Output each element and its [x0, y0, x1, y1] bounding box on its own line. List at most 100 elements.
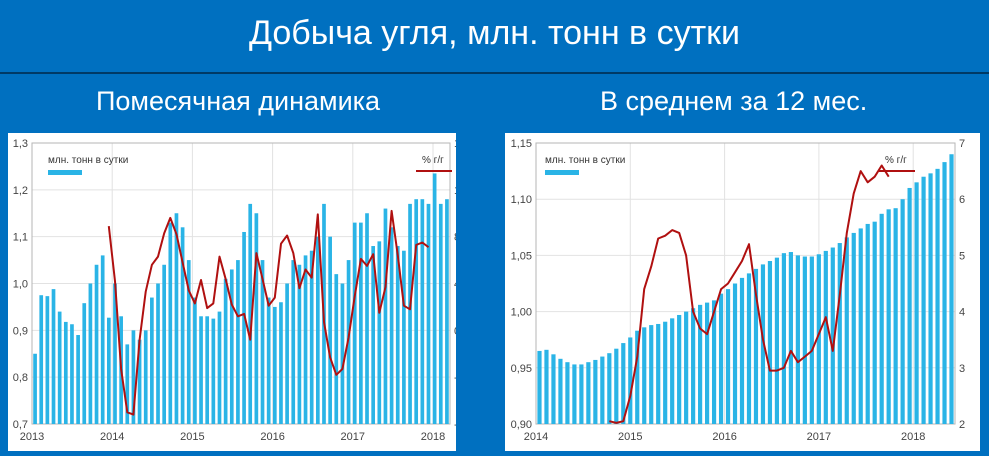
production-bar [677, 314, 682, 424]
legend-bars-swatch [48, 170, 82, 175]
production-bar [359, 222, 363, 424]
production-bar [704, 302, 710, 424]
production-bar [389, 227, 394, 424]
production-bar [635, 330, 640, 424]
legend-line-label: % г/г [885, 155, 907, 166]
production-bar [544, 349, 549, 424]
production-bar [113, 283, 117, 424]
production-bar [788, 252, 793, 424]
production-bar [193, 297, 197, 424]
production-bar [445, 199, 449, 424]
production-bar [691, 308, 696, 424]
production-bar [334, 274, 339, 424]
production-bar [272, 306, 277, 424]
production-bar [438, 203, 443, 424]
production-bar [656, 323, 661, 424]
production-bar [402, 250, 406, 424]
y-right-tick-label: -8 [454, 419, 456, 431]
x-tick-label: 2016 [712, 431, 736, 443]
yoy-change-line [609, 164, 890, 424]
production-bar [211, 318, 216, 424]
production-bar [851, 232, 856, 424]
production-bar [781, 253, 787, 424]
monthly-chart: 0,7 0,8 0,9 1,0 1,1 1,2 1,3 -8 -4 0 4 8 12 16 2013 2014… [13, 138, 467, 443]
production-bar [935, 168, 940, 424]
production-bar [879, 213, 884, 424]
production-bar [858, 228, 863, 424]
y-right-tick-label: 6 [959, 194, 965, 206]
y-left-tick-label: 1,10 [511, 194, 532, 206]
production-bar [377, 241, 382, 424]
production-bar [942, 162, 947, 424]
x-tick-label: 2014 [524, 431, 548, 443]
production-bar [809, 256, 814, 424]
production-bar [642, 327, 647, 424]
production-bar [199, 316, 203, 424]
production-bar [297, 264, 302, 424]
production-bar [565, 362, 570, 424]
production-bar [328, 236, 332, 424]
production-bar [254, 213, 259, 424]
x-tick-label: 2015 [618, 431, 642, 443]
production-bar [45, 296, 50, 424]
production-bar [753, 268, 759, 424]
x-tick-label: 2018 [421, 431, 445, 443]
production-bar [420, 199, 425, 424]
production-bar [921, 176, 926, 424]
production-bar [767, 261, 773, 424]
production-bar [205, 316, 210, 424]
production-bar [718, 293, 724, 424]
y-right-tick-label: 3 [959, 363, 965, 375]
production-bar [746, 273, 752, 424]
production-bar [621, 343, 626, 424]
y-right-tick-label: 12 [454, 185, 456, 197]
production-bar [266, 297, 271, 424]
y-left-tick-label: 1,0 [13, 279, 28, 291]
production-bar [408, 203, 412, 424]
production-bar [774, 257, 780, 424]
production-bar [886, 209, 891, 424]
production-bar [383, 208, 388, 424]
production-bar [914, 182, 919, 424]
y-left-tick-label: 0,8 [13, 372, 28, 384]
production-bar [802, 256, 807, 424]
production-bar [309, 250, 314, 424]
production-bar [830, 247, 835, 424]
production-bar [739, 277, 745, 424]
production-bar [684, 311, 689, 424]
production-bar [76, 335, 80, 424]
production-bar [217, 311, 222, 424]
production-bar [607, 353, 612, 424]
y-left-tick-label: 0,90 [511, 419, 532, 431]
production-bar [698, 304, 703, 424]
production-bar [711, 300, 717, 424]
production-bar [236, 260, 240, 424]
production-bar [137, 339, 142, 424]
production-bar [371, 246, 376, 424]
legend-bars-swatch [545, 170, 579, 175]
y-right-tick-label: 0 [454, 325, 456, 337]
y-left-tick-label: 0,7 [13, 419, 28, 431]
production-bar [248, 203, 253, 424]
production-bar [94, 264, 99, 424]
production-bar [614, 348, 619, 424]
y-right-tick-label: 16 [454, 138, 456, 150]
production-bar [125, 344, 130, 424]
production-bar [106, 317, 111, 424]
plot-frame [535, 142, 956, 425]
production-bar [150, 297, 154, 424]
x-tick-label: 2017 [807, 431, 831, 443]
production-bar [426, 203, 431, 424]
legend-bars-label: млн. тонн в сутки [48, 155, 128, 166]
production-bar [260, 260, 265, 424]
y-right-tick-label: -4 [454, 372, 456, 384]
production-bar [663, 321, 668, 424]
production-bar [795, 255, 800, 424]
production-bar [33, 353, 37, 424]
legend-line-label: % г/г [422, 155, 444, 166]
y-left-tick-label: 0,95 [511, 363, 532, 375]
production-bar [57, 311, 62, 424]
production-bar [180, 227, 185, 424]
production-bar [285, 283, 289, 424]
production-bar [893, 208, 898, 424]
